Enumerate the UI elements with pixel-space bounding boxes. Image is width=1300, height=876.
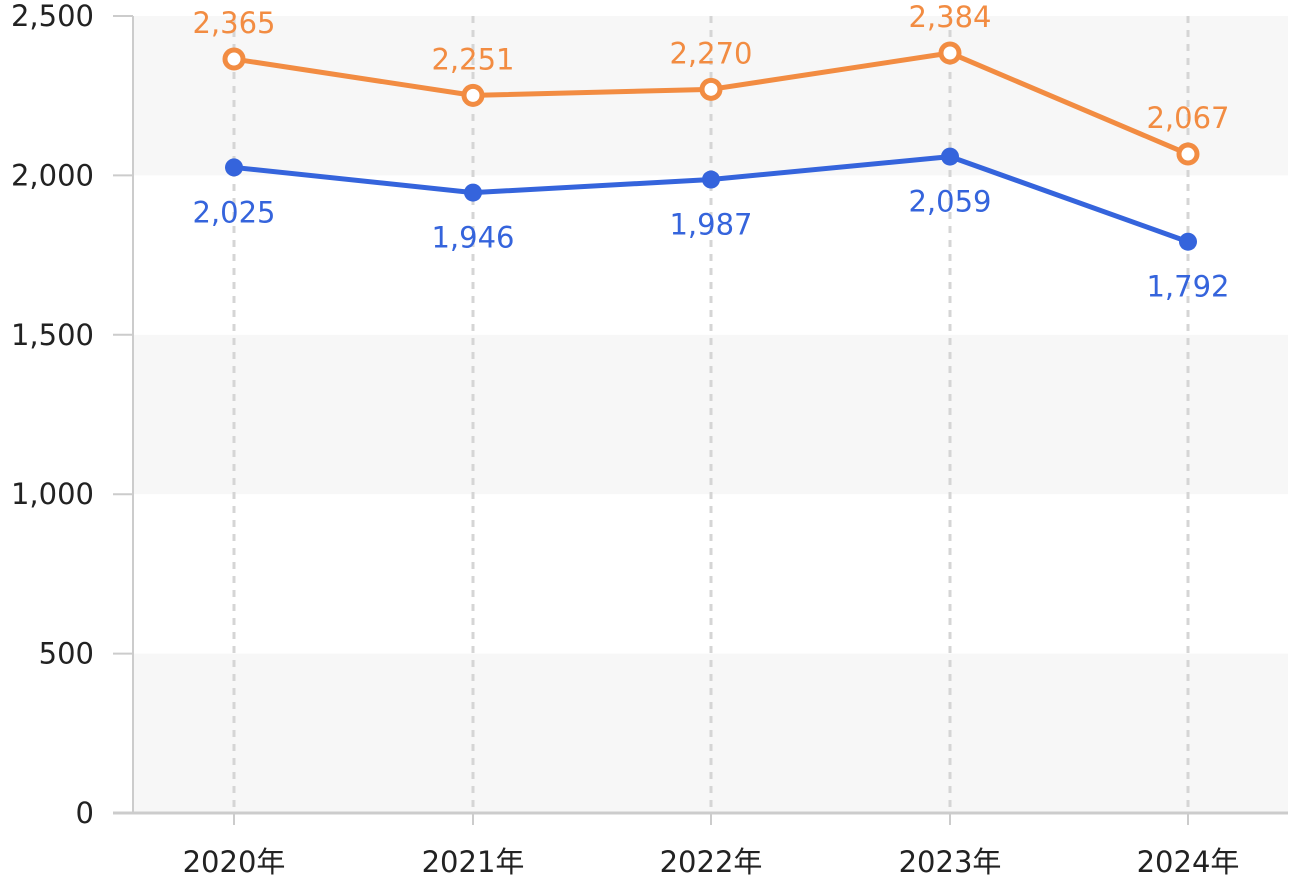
y-tick-label: 500 bbox=[39, 637, 94, 671]
series-1: 2,365 2,251 2,270 2,384 2,067 bbox=[192, 0, 1230, 166]
y-tick-label: 2,500 bbox=[11, 0, 94, 33]
data-label: 2,059 bbox=[908, 185, 991, 219]
x-tick-label: 2024年 bbox=[1137, 845, 1240, 876]
data-label: 1,987 bbox=[669, 208, 752, 242]
data-point bbox=[1179, 232, 1197, 251]
data-point bbox=[699, 77, 723, 101]
y-tick-label: 0 bbox=[76, 796, 94, 830]
y-tick-label: 1,000 bbox=[11, 477, 94, 511]
data-point bbox=[938, 41, 962, 65]
data-label: 1,946 bbox=[431, 221, 514, 255]
data-point bbox=[225, 158, 243, 177]
y-tick-label: 2,000 bbox=[11, 158, 94, 192]
data-point bbox=[222, 47, 246, 71]
axes bbox=[113, 16, 1288, 815]
data-label: 2,384 bbox=[908, 0, 991, 34]
data-label: 1,792 bbox=[1146, 270, 1229, 304]
data-point bbox=[461, 83, 485, 107]
data-point bbox=[941, 147, 959, 166]
x-tick-label: 2022年 bbox=[660, 845, 763, 876]
x-tick-label: 2021年 bbox=[422, 845, 525, 876]
data-label: 2,365 bbox=[192, 6, 275, 40]
x-tick-label: 2023年 bbox=[899, 845, 1002, 876]
data-label: 2,270 bbox=[669, 36, 752, 70]
y-axis-ticks: 0 500 1,000 1,500 2,000 2,500 bbox=[11, 0, 133, 830]
data-label: 2,067 bbox=[1146, 101, 1229, 135]
data-point bbox=[1176, 142, 1200, 166]
data-label: 2,025 bbox=[192, 195, 275, 229]
data-point bbox=[702, 170, 720, 189]
series-layer: 2,365 2,251 2,270 2,384 2,067 2,025 1,946 1,987… bbox=[192, 0, 1229, 304]
x-axis-ticks: 2020年 2021年 2022年 2023年 2024年 bbox=[183, 813, 1240, 876]
x-tick-label: 2020年 bbox=[183, 845, 286, 876]
data-point bbox=[464, 183, 482, 202]
y-tick-label: 1,500 bbox=[11, 318, 94, 352]
data-label: 2,251 bbox=[431, 42, 514, 76]
series-2: 2,025 1,946 1,987 2,059 1,792 bbox=[192, 147, 1230, 304]
